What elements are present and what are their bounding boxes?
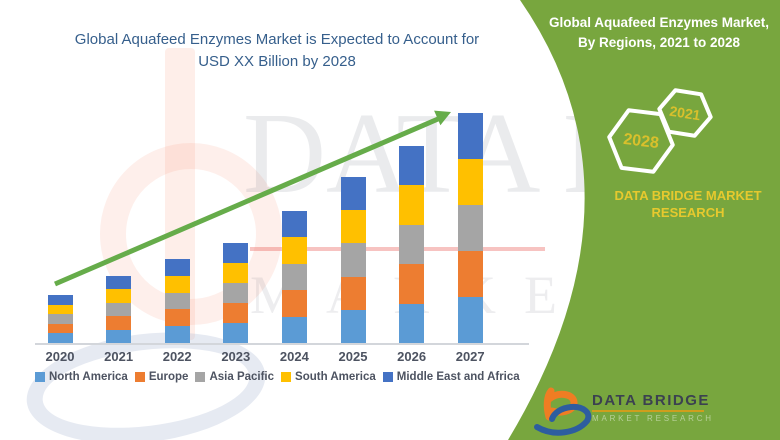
bar-segment-2027-north-america (457, 297, 483, 343)
legend-item-asia-pacific: Asia Pacific (195, 371, 274, 383)
chart-title: Global Aquafeed Enzymes Market is Expect… (22, 29, 532, 73)
bar-2027 (457, 113, 483, 343)
hexagon-year-2028: 2028 (622, 130, 660, 153)
x-axis-label-2025: 2025 (338, 349, 368, 364)
bar-segment-2025-europe (340, 276, 366, 310)
logo-b-bowl (545, 390, 578, 416)
logo-b-icon (534, 387, 592, 436)
x-axis-label-2020: 2020 (45, 349, 75, 364)
logo-swoosh (534, 403, 592, 436)
bar-segment-2026-north-america (399, 303, 425, 343)
bar-segment-2027-middle-east-and-africa (457, 113, 483, 159)
bar-segment-2027-asia-pacific (457, 205, 483, 251)
bar-segment-2022-middle-east-and-africa (164, 259, 190, 276)
logo-underline (592, 410, 704, 412)
x-axis-label-2021: 2021 (104, 349, 134, 364)
legend-swatch-icon-north-america (35, 372, 45, 382)
bar-segment-2024-north-america (281, 316, 307, 343)
bar-segment-2022-europe (164, 309, 190, 327)
bar-segment-2027-europe (457, 251, 483, 297)
bar-segment-2023-asia-pacific (223, 283, 249, 303)
chart-title-line2: USD XX Billion by 2028 (198, 53, 356, 70)
legend-swatch-icon-europe (134, 372, 145, 382)
legend: North America Europe Asia Pacific South Ame… (35, 371, 520, 383)
chart-title-line1: Global Aquafeed Enzymes Market is Expect… (74, 31, 480, 48)
bar-segment-2027-south-america (457, 159, 483, 205)
bar-segment-2026-europe (399, 264, 425, 304)
x-axis-label-2022: 2022 (162, 349, 192, 364)
panel-title: Global Aquafeed Enzymes Market, By Regio… (545, 13, 773, 53)
bar-segment-2023-south-america (223, 263, 249, 283)
bar-2021 (106, 276, 132, 343)
bar-segment-2020-europe (47, 323, 73, 334)
bar-segment-2020-south-america (47, 304, 73, 315)
legend-swatch-icon-asia-pacific (195, 372, 206, 382)
x-axis-label-2026: 2026 (397, 349, 427, 364)
legend-item-europe: Europe (134, 371, 189, 383)
x-axis-label-2027: 2027 (455, 349, 485, 364)
bar-segment-2020-middle-east-and-africa (47, 295, 73, 305)
x-axis-label-2024: 2024 (279, 349, 309, 364)
legend-item-south-america: South America (281, 371, 376, 383)
legend-label-asia-pacific: Asia Pacific (209, 371, 275, 383)
legend-swatch-icon-middle-east-and-africa (382, 372, 393, 382)
bar-segment-2024-asia-pacific (281, 263, 307, 291)
bar-segment-2023-middle-east-and-africa (223, 243, 249, 263)
bar-segment-2024-middle-east-and-africa (281, 211, 307, 238)
bar-segment-2024-south-america (281, 237, 307, 264)
bar-segment-2021-middle-east-and-africa (106, 276, 132, 290)
bar-segment-2024-europe (281, 290, 307, 317)
bar-segment-2022-south-america (164, 275, 190, 293)
brand-text: DATA BRIDGE MARKET RESEARCH (598, 187, 778, 221)
panel-title-line2: By Regions, 2021 to 2028 (577, 35, 741, 50)
bar-segment-2020-asia-pacific (47, 314, 73, 324)
logo-subtitle: MARKET RESEARCH (592, 414, 714, 423)
bar-segment-2023-north-america (223, 323, 249, 343)
bar-2022 (164, 259, 190, 343)
bar-2026 (399, 146, 425, 343)
bar-segment-2021-north-america (106, 329, 132, 343)
bar-segment-2025-middle-east-and-africa (340, 177, 366, 211)
legend-label-south-america: South America (295, 371, 376, 383)
bar-segment-2025-south-america (340, 210, 366, 244)
legend-label-europe: Europe (148, 371, 189, 383)
bar-segment-2026-middle-east-and-africa (399, 146, 425, 186)
bar-segment-2022-asia-pacific (164, 292, 190, 310)
bar-segment-2025-north-america (340, 309, 366, 343)
legend-swatch-icon-south-america (281, 372, 292, 382)
legend-label-middle-east-and-africa: Middle East and Africa (396, 371, 520, 383)
legend-item-middle-east-and-africa: Middle East and Africa (382, 371, 520, 383)
bar-segment-2025-asia-pacific (340, 243, 366, 277)
logo-b-stem (543, 387, 555, 421)
bar-2023 (223, 243, 249, 343)
bar-segment-2023-europe (223, 303, 249, 323)
plot-area: 2020 2021 2022 2023 2024 2025 2026 2027 (35, 93, 529, 364)
bar-2024 (281, 211, 307, 343)
bar-segment-2022-north-america (164, 326, 190, 343)
bar-segment-2026-asia-pacific (399, 224, 425, 265)
panel-title-line1: Global Aquafeed Enzymes Market, (548, 15, 770, 30)
bar-2025 (340, 177, 366, 343)
bar-segment-2026-south-america (399, 185, 425, 225)
bar-segment-2021-europe (106, 316, 132, 330)
bar-2020 (47, 295, 73, 343)
x-axis-label-2023: 2023 (221, 349, 251, 364)
brand-text-line1: DATA BRIDGE MARKET (614, 188, 762, 203)
bar-segment-2021-asia-pacific (106, 302, 132, 317)
legend-item-north-america: North America (35, 371, 128, 383)
logo-wordmark: DATA BRIDGE (592, 392, 710, 409)
bar-segment-2021-south-america (106, 289, 132, 303)
brand-text-line2: RESEARCH (651, 205, 725, 220)
bar-segment-2020-north-america (47, 333, 73, 343)
hexagon-year-2021: 2021 (668, 102, 702, 124)
legend-label-north-america: North America (49, 371, 128, 383)
